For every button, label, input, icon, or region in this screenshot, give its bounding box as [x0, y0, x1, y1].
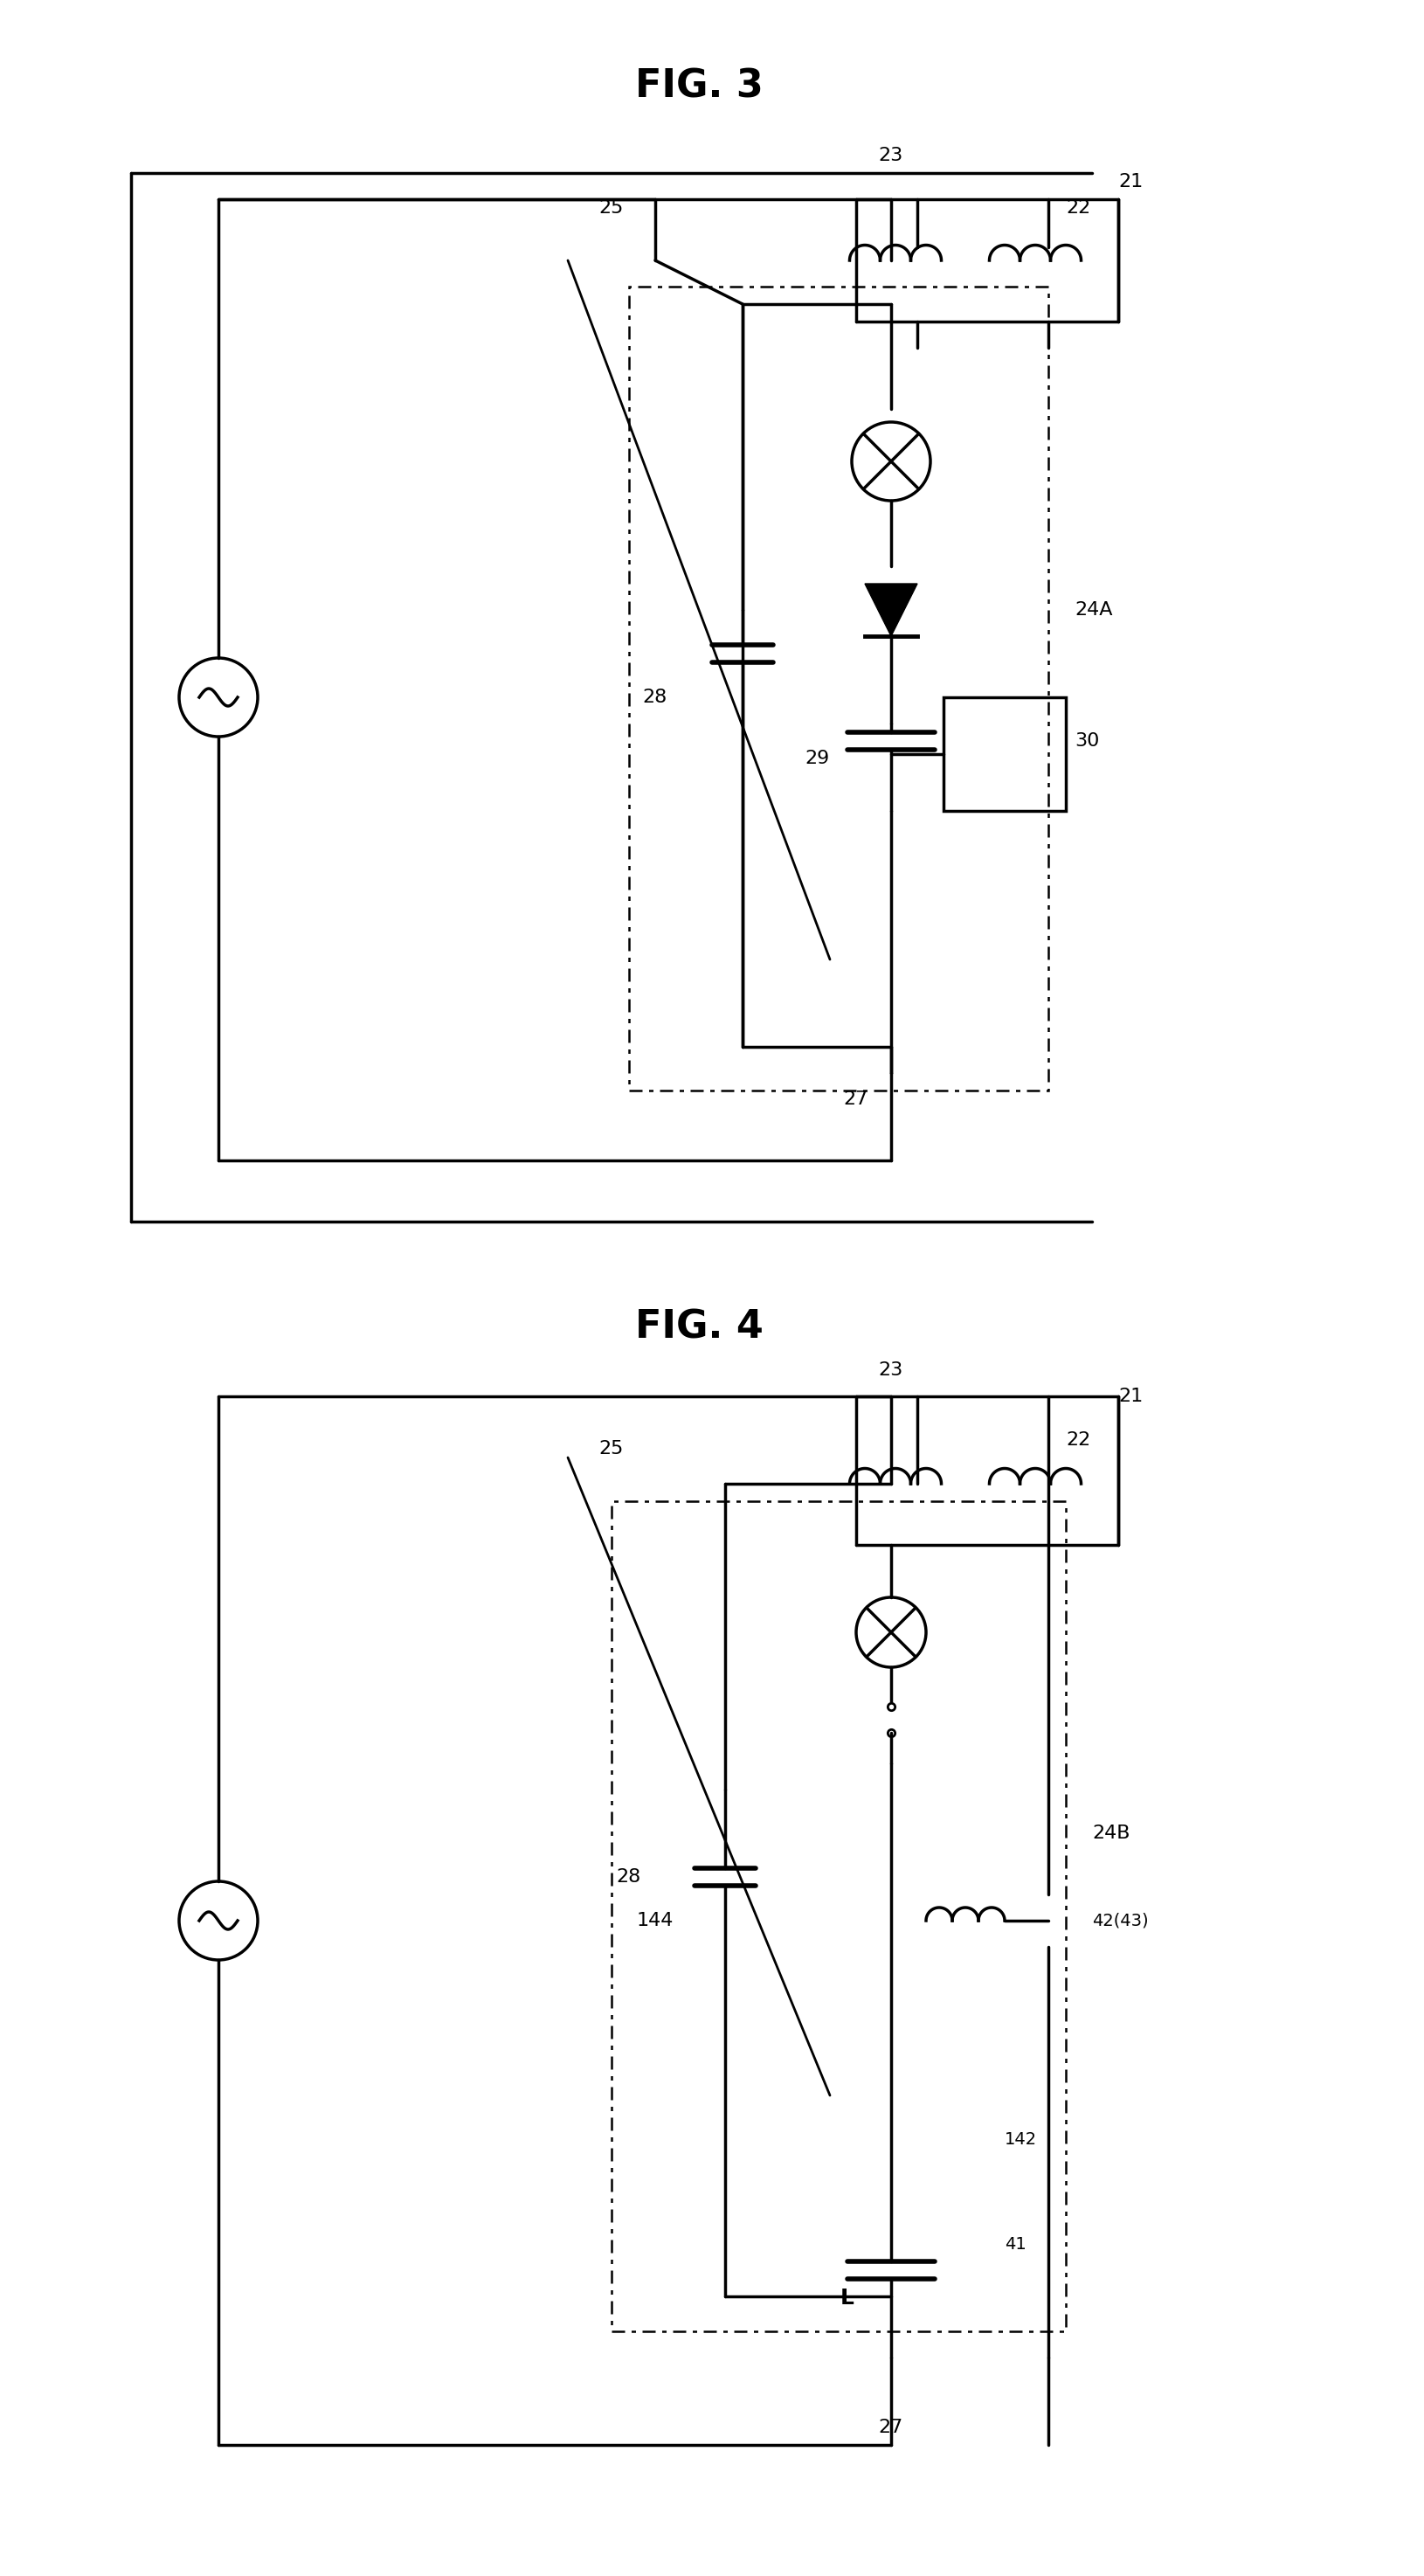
Text: 24B: 24B: [1091, 1824, 1129, 1842]
Text: 28: 28: [642, 688, 668, 706]
Text: 41: 41: [1004, 2236, 1025, 2251]
Text: 25: 25: [598, 198, 624, 216]
Bar: [611, 1502, 1065, 2331]
Text: 24A: 24A: [1074, 600, 1112, 618]
Bar: [943, 698, 1065, 811]
Text: 28: 28: [617, 1868, 641, 1886]
Text: 21: 21: [1118, 1388, 1142, 1404]
Bar: [628, 286, 1048, 1090]
Text: 142: 142: [1004, 2130, 1037, 2148]
Text: L: L: [840, 2287, 854, 2308]
Text: 29: 29: [805, 750, 829, 768]
Text: 27: 27: [843, 1090, 869, 1108]
Text: 25: 25: [598, 1440, 624, 1458]
Text: 144: 144: [637, 1911, 674, 1929]
Text: 23: 23: [879, 1360, 903, 1378]
Text: 22: 22: [1065, 198, 1089, 216]
Text: 27: 27: [879, 2419, 903, 2437]
Text: 42(43): 42(43): [1091, 1911, 1148, 1929]
Text: FIG. 3: FIG. 3: [635, 67, 762, 106]
Text: FIG. 4: FIG. 4: [634, 1309, 763, 1347]
Text: 30: 30: [1074, 732, 1099, 750]
Text: 21: 21: [1118, 173, 1142, 191]
Polygon shape: [864, 585, 917, 636]
Text: 23: 23: [879, 147, 903, 165]
Text: 22: 22: [1065, 1432, 1089, 1448]
